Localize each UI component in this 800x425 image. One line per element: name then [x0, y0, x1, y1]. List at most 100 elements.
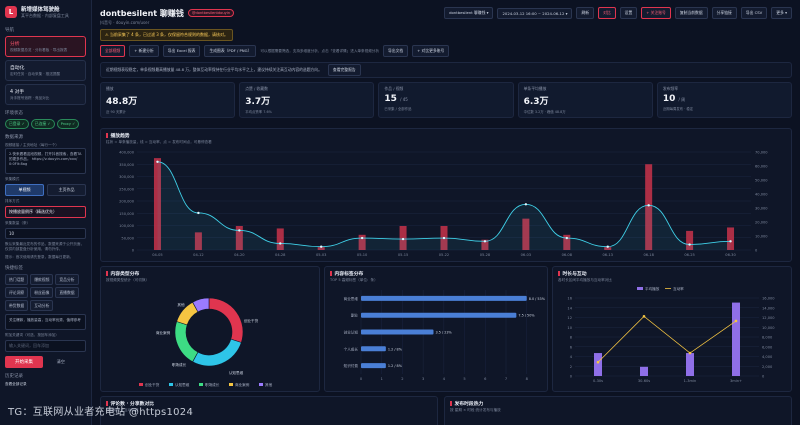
start-collect-button[interactable]: 开始采集	[5, 356, 43, 368]
nav-item-automation[interactable]: 自动化 定时任务 · 自动采集 · 推送提醒	[5, 60, 86, 81]
date-range-picker[interactable]: 2024-03-12 16:00 ~ 2024-06-12 ▾	[497, 7, 573, 19]
nav-item-desc: 视频数据总览 · 分析看板 · 导出报表	[10, 48, 68, 52]
mode-toggle: 单视频 主页作品	[5, 184, 86, 196]
hbar-chart[interactable]: 0 1 2 3 4 5 6 7 8 商业思维 8.0 / 53% 副业 7.5 / 50% 创业认知 3.5…	[325, 284, 547, 392]
combo-legend-label: 平均播放	[645, 286, 660, 291]
quick-tag[interactable]: 评论洞察	[5, 287, 29, 298]
heatmap-desc: 按 星期 × 时段 统计发布与播放	[450, 408, 501, 412]
export-csv-button[interactable]: 导出 CSV	[740, 7, 768, 19]
combo-title: 时长与互动	[553, 267, 791, 277]
nav-item-analysis[interactable]: 分析 视频数据总览 · 分析看板 · 导出报表	[5, 36, 86, 57]
combo-ytick-left: 6	[570, 345, 573, 349]
trend-title: 播放趋势	[101, 129, 791, 139]
env-tag: Proxy ✓	[56, 119, 80, 129]
settings-button[interactable]: 设置	[619, 7, 638, 19]
copy-data-button[interactable]: 复制当前数据	[674, 7, 708, 19]
trend-ytick-right: 40,000	[755, 193, 768, 197]
action-generate-chart[interactable]: 生成图表（PDF / PNG）	[204, 45, 257, 57]
kpi-card: 作品 / 视频 15 / 45 已采集 / 全部作品	[378, 82, 514, 118]
combo-ytick-right: 6,000	[762, 345, 773, 349]
combo-ytick-right: 10,000	[762, 326, 775, 330]
keyword-textarea[interactable]: 关注爆款，播放量高，互动率优秀，值得参考	[5, 314, 86, 330]
trend-xtick: 06-13	[603, 253, 613, 257]
quick-tags: 热门话题 爆款视频 竞品分析 评论洞察 粉丝画像 直播数据 带货数据 互动分析	[5, 274, 86, 311]
kpi-unit: / 45	[400, 97, 408, 102]
hbar-value-label: 1.2 / 8%	[388, 347, 403, 351]
refresh-button[interactable]: 刷新	[576, 7, 595, 19]
combo-bar	[640, 366, 648, 376]
quick-tag[interactable]: 带货数据	[5, 300, 29, 311]
kpi-sub: 平均点赞率 7.6%	[245, 110, 272, 114]
more-menu-button[interactable]: 更多 ▾	[771, 7, 792, 19]
action-export-doc[interactable]: 导出文档	[382, 45, 409, 57]
account-select[interactable]: dontbesilent 聊赚钱 ▾	[444, 7, 494, 19]
kpi-value-wrap: 15 / 45	[384, 94, 507, 104]
sort-label: 排序方式	[5, 199, 20, 203]
combo-ytick-left: 10	[567, 326, 572, 330]
extra-keyword-input[interactable]: 输入关键词，回车添加	[5, 340, 86, 352]
trend-chart[interactable]: 0 50,000 100,000 150,000 200,000 250,000 300,0…	[101, 146, 791, 261]
trend-bar	[481, 239, 489, 250]
view-report-button[interactable]: 查看完整报告	[327, 64, 361, 76]
combo-bar	[594, 353, 602, 376]
trend-ytick-right: 70,000	[755, 151, 768, 155]
history-link[interactable]: 查看全部记录	[5, 382, 27, 386]
combo-ytick-right: 8,000	[762, 336, 773, 340]
kpi-label: 点赞 / 收藏数	[245, 86, 268, 91]
trend-point	[442, 236, 446, 240]
action-new-analysis[interactable]: + 新建分析	[129, 45, 159, 57]
kpi-row: 播放 48.8万 近 90 天累计 点赞 / 收藏数 3.7万 平均点赞率 7.…	[100, 82, 793, 118]
donut-legend-swatch	[169, 383, 173, 386]
combo-xtick: 1-3min	[684, 379, 697, 383]
combo-chart[interactable]: 平均播放 互动率 0 0 2 2,000 4 4,000 6 6,000 8 8,000 10 10,00…	[553, 284, 791, 392]
quick-tag[interactable]: 竞品分析	[55, 274, 79, 285]
compare-button[interactable]: 对比	[598, 7, 616, 19]
trend-ytick-left: 0	[132, 249, 135, 253]
interaction-panel: 评论数 · 分享数对比 按视频统计互动明细	[100, 396, 438, 425]
action-compare-more[interactable]: + 对比更多账号	[412, 45, 450, 57]
trend-bar	[153, 158, 161, 250]
quick-tag[interactable]: 互动分析	[30, 300, 54, 311]
quick-tag[interactable]: 热门话题	[5, 274, 29, 285]
quick-tag[interactable]: 爆款视频	[30, 274, 54, 285]
kpi-label: 作品 / 视频	[384, 86, 404, 91]
env-tag: 已连接 ✓	[30, 119, 55, 129]
kpi-value: 6.3万	[523, 97, 549, 107]
trend-xtick: 06-08	[562, 253, 573, 257]
trend-point	[524, 203, 528, 206]
combo-ytick-right: 0	[762, 375, 765, 379]
combo-ytick-right: 4,000	[762, 355, 773, 359]
follow-account-button[interactable]: + 关注账号	[641, 7, 671, 19]
limit-input[interactable]: 10	[5, 228, 86, 239]
collect-note-2: 提示：首次使用请先登录，数据每日更新。	[5, 255, 74, 259]
link-input[interactable]: 2.快来看看这段视频，打开抖音搜索，查看TA的更多作品。 https://v.d…	[5, 148, 86, 174]
trend-xtick: 05-28	[480, 253, 491, 257]
input-section-label: 数据来源	[5, 135, 23, 140]
trend-point	[729, 240, 732, 243]
trend-point	[401, 237, 405, 241]
trend-line	[157, 161, 731, 248]
trend-panel: 播放趋势 柱状 = 单条播放量，线 = 互动率，点 = 发布时间点，可悬停查看 …	[100, 128, 792, 262]
trend-point	[647, 204, 650, 207]
kpi-sub: 已采集 / 全部作品	[384, 107, 412, 111]
top-bar: dontbesilent 聊赚钱 @dontbesilentdouyin don…	[100, 4, 792, 22]
hbar-value-label: 3.5 / 23%	[436, 331, 453, 335]
kpi-card: 发布频率 10 / 周 近期每周发布 · 稳定	[656, 82, 793, 118]
action-export-excel[interactable]: 导出 Excel 报表	[162, 45, 201, 57]
kpi-card: 单条平均播放 6.3万 中位数 3.2万 · 峰值 48.8万	[517, 82, 653, 118]
mode-option-single[interactable]: 单视频	[5, 184, 44, 196]
hbar-title: 内容标签分布	[325, 267, 547, 277]
combo-legend-swatch	[637, 287, 643, 290]
quick-tag[interactable]: 直播数据	[55, 287, 79, 298]
clear-button[interactable]: 清空	[56, 359, 65, 364]
interaction-title: 评论数 · 分享数对比	[101, 397, 437, 407]
quick-tag[interactable]: 粉丝画像	[30, 287, 54, 298]
action-all-videos[interactable]: 全部视频	[100, 45, 126, 57]
share-link-button[interactable]: 分享链接	[711, 7, 737, 19]
hbar-xtick: 3	[422, 377, 424, 381]
mode-option-profile[interactable]: 主页作品	[47, 184, 86, 196]
sort-select[interactable]: 按播放量倒序（精选优先）	[5, 206, 86, 218]
nav-item-competitors[interactable]: 4 对手 对手账号追踪 · 竞品对比	[5, 84, 86, 105]
donut-panel: 内容类型分布 按视频类型统计（可切换） 创业干货 认知思维 职场成长 商业案例 其他 创业…	[100, 266, 320, 392]
